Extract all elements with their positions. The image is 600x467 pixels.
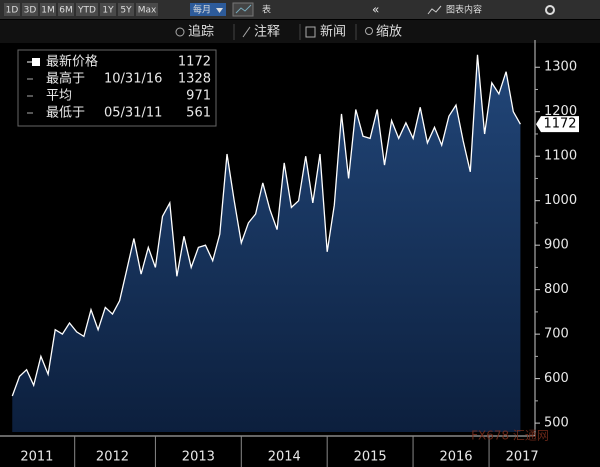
x-tick-label: 2014 <box>268 450 301 465</box>
last-value-label: 1172 <box>543 117 576 132</box>
y-tick-label: 1300 <box>544 60 577 75</box>
content-icon <box>427 5 442 15</box>
range-button[interactable] <box>100 3 116 16</box>
x-tick-label: 2017 <box>506 450 539 465</box>
y-tick-label: 900 <box>544 238 569 253</box>
x-tick-label: 2013 <box>182 450 215 465</box>
range-label: YTD <box>77 6 96 16</box>
legend-value: 1172 <box>178 55 211 70</box>
range-label: 1Y <box>102 6 114 16</box>
period-label: 每月 <box>193 4 211 16</box>
legend-date: 10/31/16 <box>104 72 162 87</box>
tool-button[interactable]: 新闻 <box>320 24 346 40</box>
legend-value: 971 <box>186 89 211 104</box>
y-tick-label: 1000 <box>544 193 577 208</box>
zoom-icon <box>365 27 373 35</box>
chart-icon-line <box>235 4 252 14</box>
legend-marker-box <box>32 58 40 66</box>
range-button[interactable] <box>40 3 56 16</box>
track-icon <box>175 27 185 37</box>
settings-icon[interactable] <box>545 5 555 15</box>
legend-label: 最新价格 <box>46 54 98 70</box>
y-tick-label: 1200 <box>544 104 577 119</box>
range-label: 3D <box>24 6 37 16</box>
range-label: Max <box>138 6 157 16</box>
y-tick-label: 500 <box>544 416 569 431</box>
legend-label: 最高于 <box>46 71 85 87</box>
y-tick-label: 1100 <box>544 149 577 164</box>
legend-value: 561 <box>186 106 211 121</box>
annotate-icon <box>242 26 251 38</box>
range-button[interactable] <box>58 3 74 16</box>
period-button[interactable] <box>190 3 226 16</box>
x-tick-label: 2012 <box>96 450 129 465</box>
tool-button[interactable]: 追踪 <box>188 24 214 40</box>
tool-button[interactable]: 缩放 <box>376 24 402 40</box>
news-icon <box>305 26 316 38</box>
y-tick-label: 700 <box>544 327 569 342</box>
y-tick-label: 600 <box>544 371 569 386</box>
range-button[interactable] <box>76 3 98 16</box>
x-tick-label: 2015 <box>354 450 387 465</box>
legend-date: 05/31/11 <box>104 106 162 121</box>
line <box>11 54 521 397</box>
legend-box <box>17 49 217 127</box>
range-label: 1D <box>6 6 19 16</box>
x-tick-label: 2011 <box>20 450 53 465</box>
last-value-tag <box>536 116 579 133</box>
legend-label: 最低于 <box>46 106 85 121</box>
table-button[interactable]: 表 <box>262 4 271 16</box>
period-arrow <box>216 8 223 13</box>
range-button[interactable] <box>22 3 38 16</box>
tool-button[interactable]: 注释 <box>254 25 280 40</box>
range-label: 1M <box>41 6 55 16</box>
y-tick-label: 800 <box>544 282 569 297</box>
range-button[interactable] <box>4 3 20 16</box>
area <box>12 54 521 433</box>
range-button[interactable] <box>118 3 134 16</box>
range-label: 5Y <box>120 6 132 16</box>
range-button[interactable] <box>136 3 158 16</box>
x-tick-label: 2016 <box>439 450 472 465</box>
watermark: FX678 汇通网 <box>471 429 549 443</box>
content-button[interactable]: 图表内容 <box>446 4 482 16</box>
legend-value: 1328 <box>178 72 211 87</box>
collapse-icon[interactable]: « <box>372 3 379 17</box>
range-label: 6M <box>59 6 73 16</box>
legend-label: 平均 <box>46 89 72 104</box>
